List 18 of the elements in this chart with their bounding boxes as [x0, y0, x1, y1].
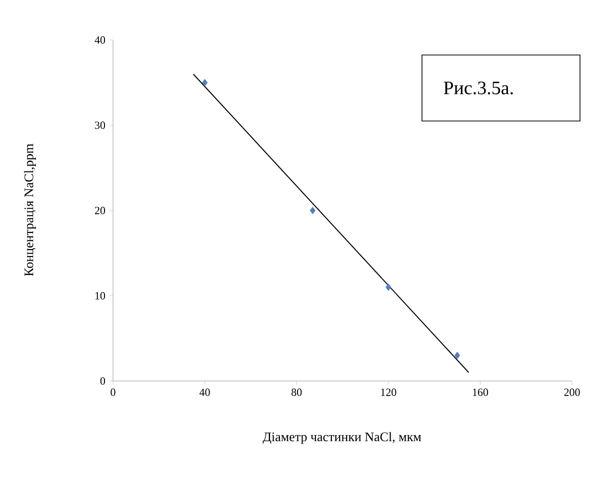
x-tick-label: 160 [472, 388, 488, 396]
point [202, 78, 208, 86]
x-tick-label: 0 [110, 388, 116, 396]
x-tick-label: 120 [381, 388, 396, 396]
point [454, 352, 460, 360]
y-tick-label: 0 [100, 377, 106, 385]
x-tick-label: 80 [292, 388, 302, 396]
annotation: Рис.3.5а. [444, 82, 513, 94]
point [386, 284, 392, 291]
x-tick-label: 40 [200, 388, 210, 396]
point [310, 206, 316, 214]
y-tick-label: 20 [94, 206, 106, 214]
y-tick-label: 40 [94, 36, 106, 44]
x-axis-title: Діаметр частинки NaCl, мкм [262, 432, 422, 444]
y-tick-label: 10 [95, 292, 106, 300]
y-tick-label: 30 [95, 122, 106, 129]
y-axis-title: Концентрація NaCl,ppm [24, 144, 36, 276]
x-tick-label: 200 [564, 388, 580, 396]
